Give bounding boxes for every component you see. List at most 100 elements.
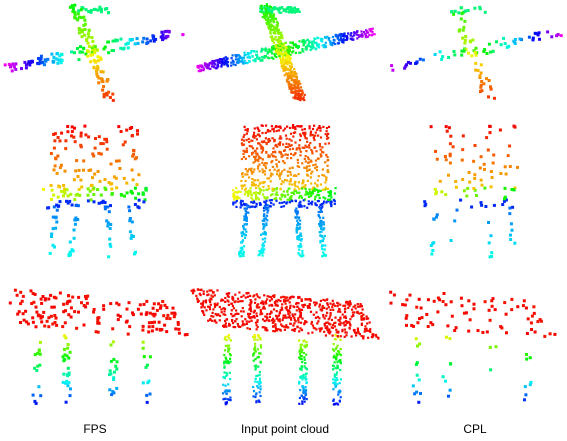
point — [298, 382, 300, 384]
point — [446, 324, 449, 327]
point — [256, 328, 258, 330]
point — [340, 362, 342, 364]
point — [280, 137, 282, 139]
point — [325, 327, 327, 329]
point — [437, 297, 440, 300]
point — [303, 199, 305, 201]
point — [318, 211, 320, 213]
point — [269, 140, 271, 142]
point — [289, 181, 291, 183]
point — [102, 308, 105, 311]
point — [274, 151, 276, 153]
point — [298, 239, 300, 241]
point — [463, 42, 466, 45]
point — [454, 180, 457, 183]
point — [255, 312, 257, 314]
point — [356, 311, 358, 313]
point — [156, 309, 159, 312]
point — [495, 345, 498, 348]
point — [281, 195, 283, 197]
point — [264, 241, 266, 243]
point — [308, 43, 310, 45]
point — [475, 194, 478, 197]
point — [302, 385, 304, 387]
point — [79, 179, 82, 182]
point — [325, 201, 327, 203]
point — [110, 188, 113, 191]
point — [292, 50, 294, 52]
point — [96, 319, 99, 322]
point — [281, 7, 283, 9]
point — [116, 360, 119, 363]
point — [256, 138, 258, 140]
point — [299, 94, 301, 96]
point — [255, 392, 257, 394]
point — [97, 316, 100, 319]
point — [25, 63, 28, 66]
point — [452, 13, 455, 16]
point — [292, 47, 294, 49]
point — [273, 139, 275, 141]
point — [319, 234, 321, 236]
point — [106, 206, 109, 209]
point — [366, 315, 368, 317]
point — [338, 42, 340, 44]
point — [108, 388, 111, 391]
point — [49, 252, 52, 255]
point — [309, 125, 311, 127]
point — [56, 209, 59, 212]
point — [266, 329, 268, 331]
point — [39, 314, 42, 317]
point — [546, 30, 549, 33]
point — [338, 308, 340, 310]
point — [240, 206, 242, 208]
point — [514, 126, 517, 129]
point — [322, 240, 324, 242]
point — [242, 61, 244, 63]
point — [44, 297, 47, 300]
point — [250, 187, 252, 189]
point — [266, 298, 268, 300]
point — [80, 30, 83, 33]
point — [292, 42, 294, 44]
point — [31, 316, 34, 319]
point — [207, 320, 209, 322]
point — [118, 303, 121, 306]
point — [99, 56, 102, 59]
point — [468, 181, 471, 184]
point — [242, 307, 244, 309]
point — [300, 344, 302, 346]
point — [164, 30, 167, 33]
point — [96, 188, 99, 191]
point — [252, 56, 254, 58]
point — [290, 196, 292, 198]
point — [299, 220, 301, 222]
point — [73, 178, 76, 181]
point — [401, 303, 404, 306]
point — [299, 133, 301, 135]
point — [535, 32, 538, 35]
point — [530, 328, 533, 331]
point — [450, 300, 453, 303]
point — [222, 299, 224, 301]
point — [265, 300, 267, 302]
point — [284, 316, 286, 318]
point — [277, 32, 279, 34]
point — [159, 307, 162, 310]
point — [294, 153, 296, 155]
point — [302, 179, 304, 181]
point — [126, 191, 129, 194]
point — [242, 176, 244, 178]
point — [262, 149, 264, 151]
point — [35, 311, 38, 314]
point — [223, 362, 225, 364]
point — [296, 224, 298, 226]
point — [337, 345, 339, 347]
point — [359, 306, 361, 308]
point — [279, 7, 281, 9]
point — [490, 234, 493, 237]
point — [209, 289, 211, 291]
point — [265, 200, 267, 202]
point — [223, 307, 225, 309]
point — [250, 310, 252, 312]
